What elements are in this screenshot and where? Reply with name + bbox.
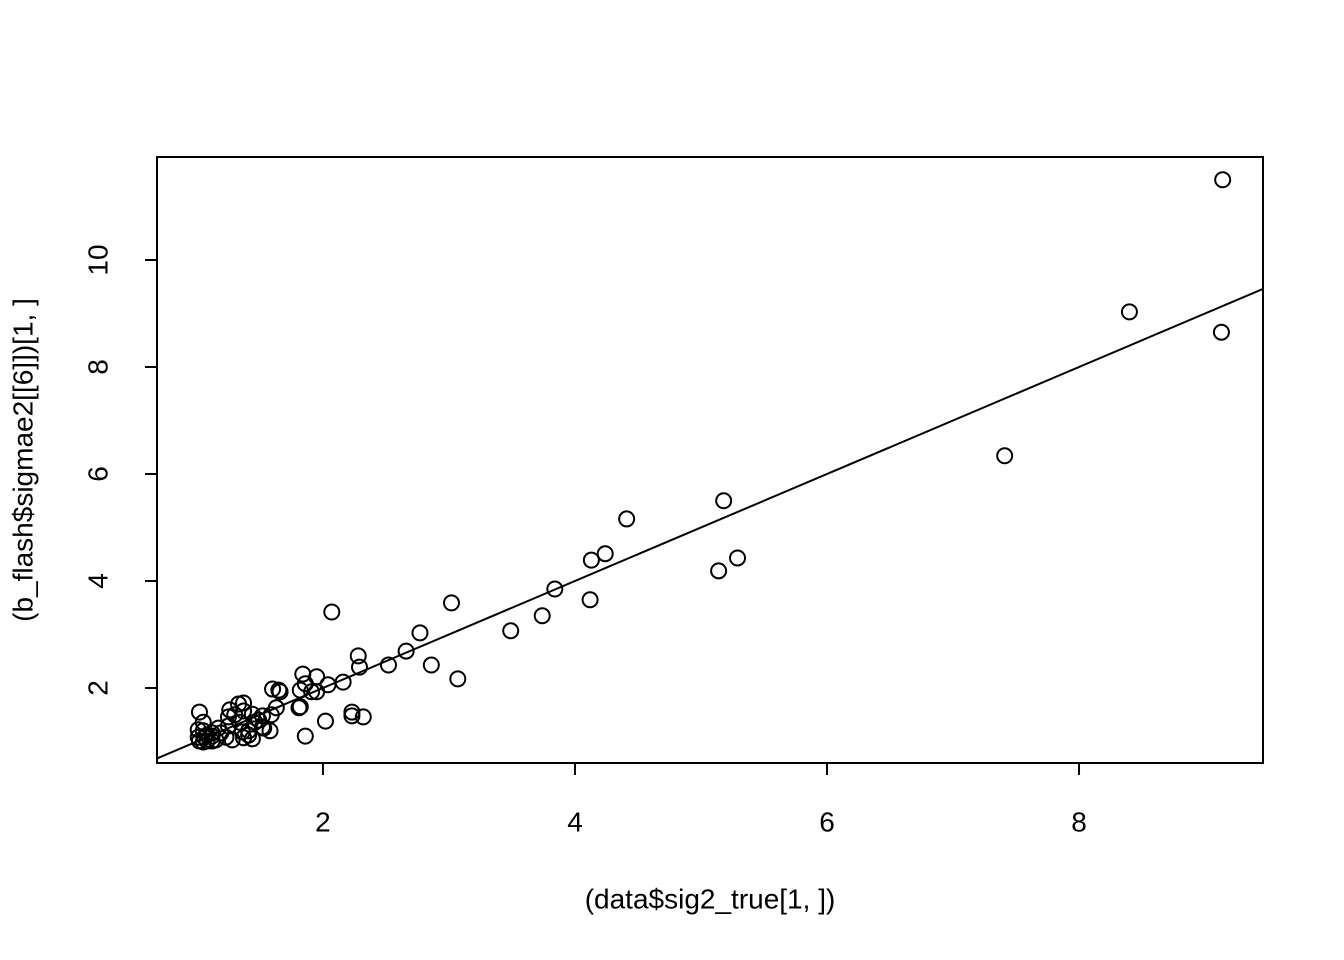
point xyxy=(502,622,520,640)
point xyxy=(290,699,308,717)
point xyxy=(350,658,368,676)
point xyxy=(1212,323,1230,341)
point xyxy=(546,580,564,598)
point xyxy=(243,705,261,723)
x-axis-label: (data$sig2_true[1, ]) xyxy=(585,883,836,914)
point xyxy=(264,680,282,698)
plot-frame xyxy=(156,156,1264,764)
x-tick-label: 2 xyxy=(315,806,331,837)
x-tick-label: 4 xyxy=(567,806,583,837)
point xyxy=(996,447,1014,465)
point xyxy=(271,683,289,701)
point xyxy=(343,707,361,725)
point xyxy=(190,703,208,721)
x-tick-label: 8 xyxy=(1071,806,1087,837)
point xyxy=(212,724,230,742)
point xyxy=(270,681,288,699)
y-tick-label: 2 xyxy=(82,680,113,696)
point xyxy=(219,708,237,726)
y-axis-label: (b_flash$sigmae2[[6]])[1, ] xyxy=(7,298,38,622)
y-tick-label: 6 xyxy=(82,466,113,482)
point xyxy=(710,562,728,580)
point xyxy=(221,701,239,719)
point xyxy=(397,642,415,660)
point xyxy=(316,712,334,730)
point xyxy=(715,492,733,510)
point xyxy=(196,728,214,746)
x-tick-label: 6 xyxy=(819,806,835,837)
point xyxy=(442,594,460,612)
point xyxy=(323,603,341,621)
point xyxy=(294,665,312,683)
y-tick-label: 4 xyxy=(82,573,113,589)
point xyxy=(291,681,309,699)
point xyxy=(379,656,397,674)
point xyxy=(581,591,599,609)
point xyxy=(194,722,212,740)
point xyxy=(230,695,248,713)
point xyxy=(1214,171,1232,189)
point xyxy=(422,656,440,674)
point xyxy=(1120,303,1138,321)
point xyxy=(729,549,747,567)
y-tick-label: 8 xyxy=(82,359,113,375)
point xyxy=(411,624,429,642)
point xyxy=(255,719,273,737)
point xyxy=(449,670,467,688)
y-tick-label: 10 xyxy=(82,244,113,275)
point xyxy=(308,683,326,701)
reference-line xyxy=(157,287,1263,760)
point xyxy=(240,726,258,744)
point xyxy=(308,668,326,686)
point xyxy=(217,728,235,746)
point xyxy=(296,727,314,745)
point xyxy=(596,545,614,563)
point xyxy=(533,607,551,625)
point xyxy=(349,647,367,665)
point xyxy=(618,510,636,528)
point xyxy=(582,551,600,569)
point xyxy=(203,727,221,745)
point xyxy=(354,708,372,726)
point xyxy=(198,732,216,750)
